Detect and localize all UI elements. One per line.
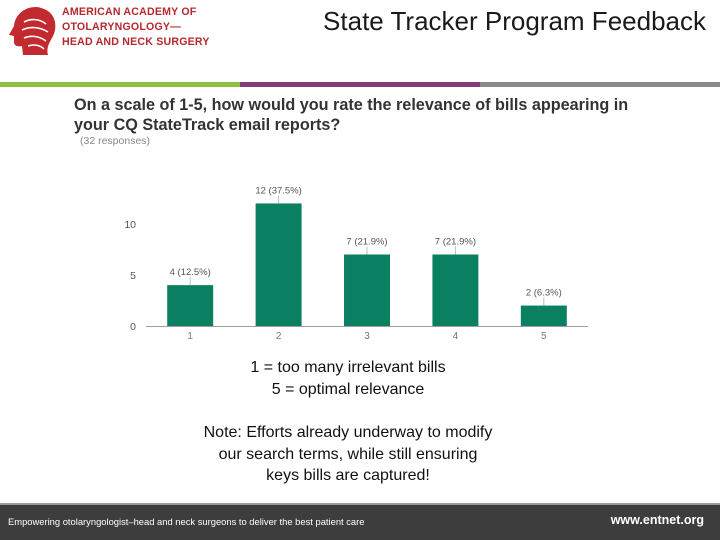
x-tick-label: 4 (453, 331, 459, 342)
data-label: 4 (12.5%) (170, 267, 211, 278)
stripe-green (0, 82, 240, 87)
footer-website[interactable]: www.entnet.org (610, 513, 704, 527)
note-line-2: our search terms, while still ensuring (218, 445, 478, 463)
scale-legend-high: 5 = optimal relevance (271, 381, 425, 398)
y-axis: 0 5 10 (124, 219, 136, 333)
survey-question: On a scale of 1-5, how would you rate th… (74, 96, 629, 134)
data-label: 2 (6.3%) (526, 288, 562, 299)
note-text: Note: Efforts already underway to modify… (150, 422, 546, 487)
bar (344, 254, 390, 326)
response-count: (32 responses) (80, 135, 151, 147)
stripe-gray (480, 82, 720, 87)
x-tick-label: 2 (276, 331, 282, 342)
data-label: 7 (21.9%) (435, 237, 476, 248)
org-name-line-1: AMERICAN ACADEMY OF (62, 6, 197, 18)
bars (167, 203, 567, 326)
data-label: 7 (21.9%) (346, 237, 387, 248)
stripe-purple (240, 82, 480, 87)
org-name-line-3: HEAD AND NECK SURGERY (62, 36, 210, 48)
head-profile-logo-icon (9, 7, 56, 55)
color-stripe (0, 82, 720, 87)
bar (520, 305, 567, 326)
y-tick-label: 0 (130, 321, 136, 333)
scale-legend-low: 1 = too many irrelevant bills (250, 359, 446, 376)
bar (432, 254, 479, 326)
x-axis: 1 2 3 4 5 (146, 326, 588, 342)
scale-legend: 1 = too many irrelevant bills 5 = optima… (150, 357, 546, 401)
bar (255, 203, 302, 326)
note-line-3: keys bills are captured! (266, 467, 430, 484)
note-line-1: Note: Efforts already underway to modify (203, 424, 493, 441)
data-labels: 4 (12.5%) 12 (37.5%) 7 (21.9%) 7 (21.9%) 2 (… (170, 185, 562, 306)
x-tick-label: 3 (364, 331, 370, 342)
x-tick-label: 5 (541, 331, 547, 342)
data-label: 12 (37.5%) (255, 185, 301, 196)
slide-title: State Tracker Program Feedback (323, 6, 706, 36)
slide-footer: Empowering otolaryngologist–head and nec… (0, 503, 720, 540)
bar (167, 285, 214, 326)
y-tick-label: 5 (130, 270, 136, 282)
slide-header: AMERICAN ACADEMY OF OTOLARYNGOLOGY— HEAD… (0, 0, 720, 82)
footer-tagline: Empowering otolaryngologist–head and nec… (8, 516, 365, 527)
y-tick-label: 10 (124, 219, 136, 231)
x-tick-label: 1 (187, 331, 193, 342)
organization-name: AMERICAN ACADEMY OF OTOLARYNGOLOGY— HEAD… (62, 5, 210, 50)
org-name-line-2: OTOLARYNGOLOGY— (62, 21, 181, 33)
